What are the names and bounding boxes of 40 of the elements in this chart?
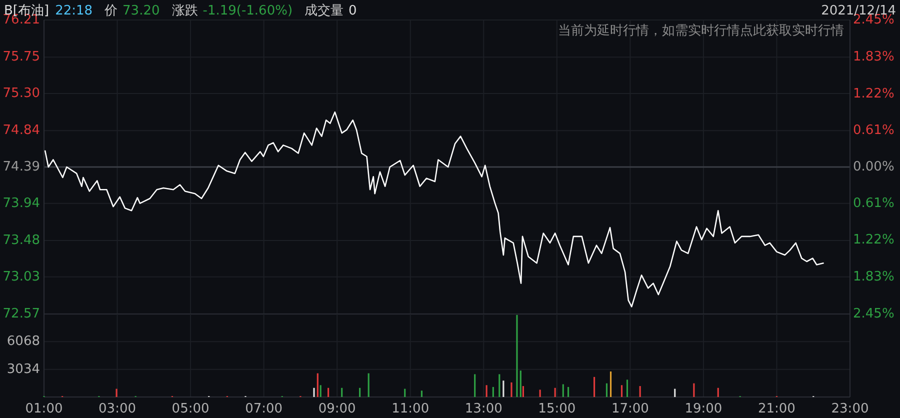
y2-tick-label: 2.45% [853,12,894,28]
y2-tick-label: 1.83% [853,50,894,65]
y2-tick-label: 1.22% [853,86,894,102]
y-tick-label: 73.94 [2,196,40,211]
y2-tick-label: 1.22% [853,232,894,248]
y-tick-label: 3034 [6,362,40,377]
y2-tick-label: 1.83% [853,269,894,284]
line-series [44,111,824,308]
x-tick-label: 15:00 [538,402,576,416]
x-tick-label: 07:00 [245,402,283,416]
text: 成交量 [304,2,344,18]
text: -1.19(-1.60%) [202,4,293,18]
text: 0 [348,4,357,18]
x-tick-label: 17:00 [611,402,649,416]
annotation: 当前为延时行情，如需实时行情点此获取实时行情 [558,24,844,38]
y-tick-label: 75.30 [2,86,40,101]
y-tick-label: 75.75 [2,50,40,65]
y-tick-label: 72.57 [2,306,40,322]
x-tick-label: 03:00 [98,402,136,416]
text: 涨跌 [172,4,198,18]
x-tick-label: 01:00 [25,402,63,416]
x-tick-label: 13:00 [464,402,502,416]
x-tick-label: 09:00 [318,402,356,416]
y2-tick-label: 0.00% [853,160,894,174]
y-tick-label: 73.48 [2,233,40,248]
x-tick-label: 11:00 [392,402,430,416]
x-tick-label: 05:00 [172,402,210,416]
y2-tick-label: 0.61% [853,196,894,212]
x-tick-label: 23:00 [831,402,869,416]
text: 73.20 [122,4,160,18]
text: 价 [104,4,118,18]
x-tick-label: 19:00 [684,402,722,416]
y-tick-label: 73.03 [2,269,40,284]
y-tick-label: 74.84 [2,123,40,138]
y-tick-label: 74.39 [2,160,40,174]
x-tick-label: 21:00 [758,402,796,416]
y-tick-label: 6068 [6,334,40,350]
y2-tick-label: 0.61% [853,122,894,138]
y2-tick-label: 2.45% [853,306,894,322]
text: 22:18 [55,4,93,18]
